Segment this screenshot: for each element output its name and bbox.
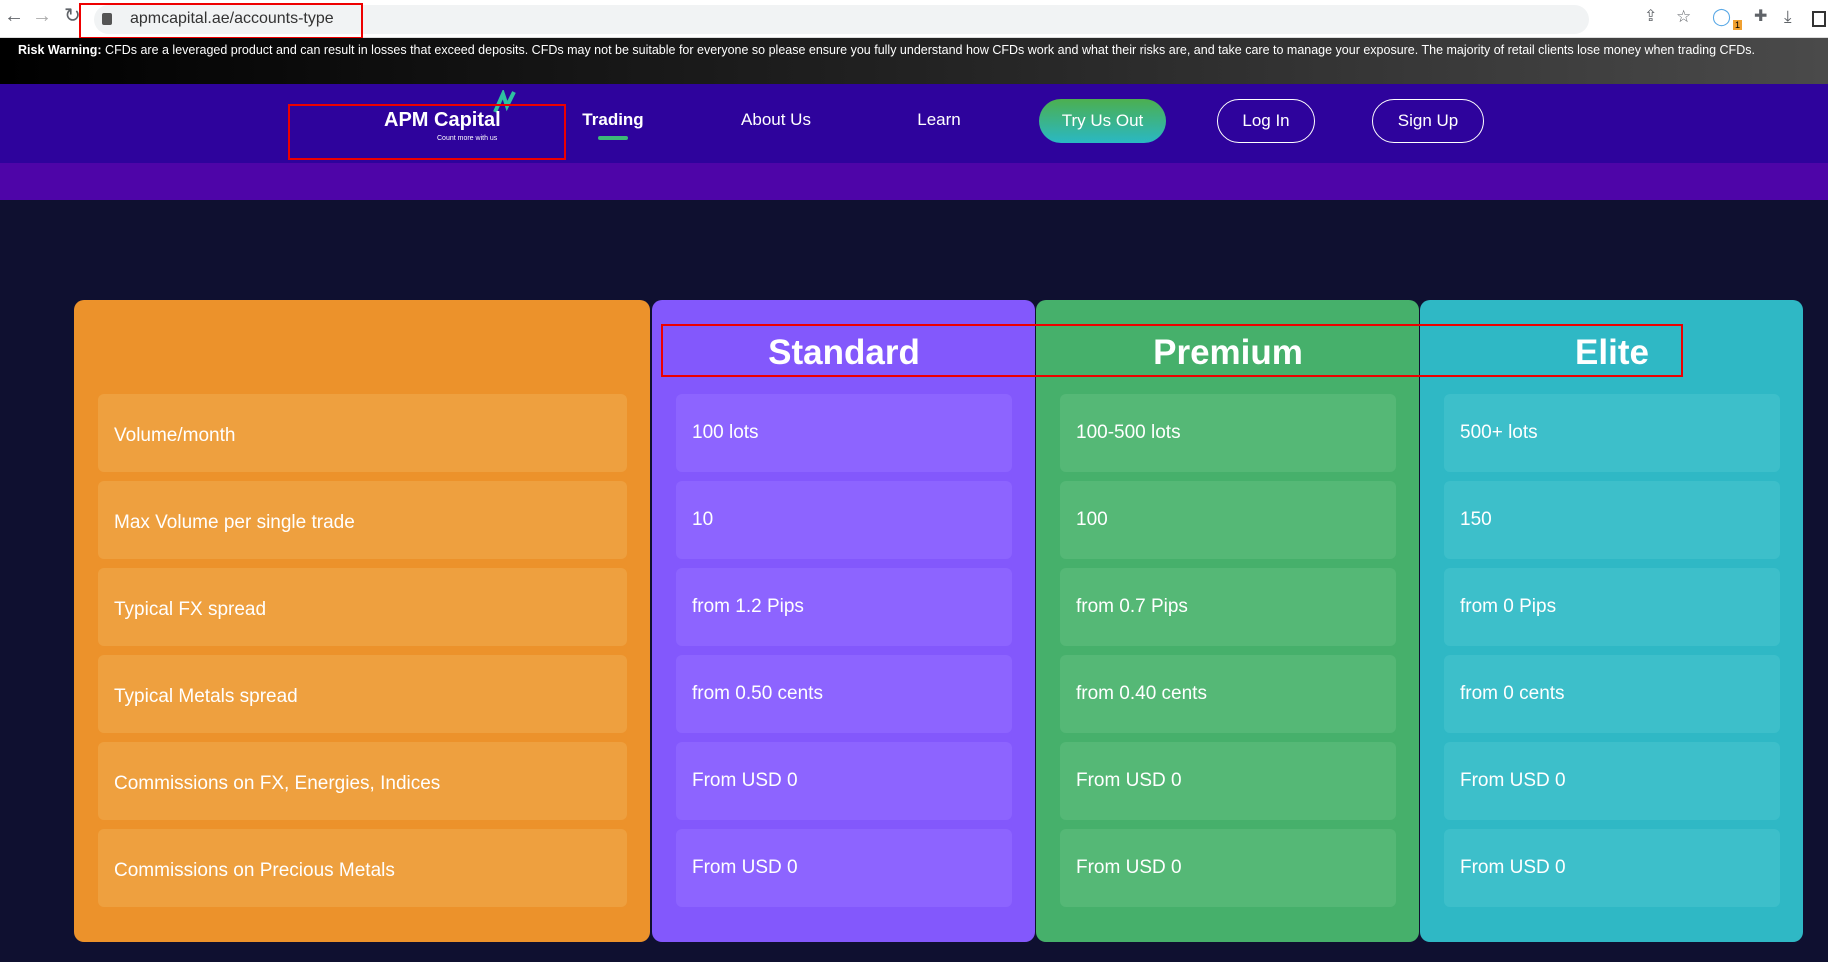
puzzle-icon[interactable]: ✚ — [1754, 8, 1768, 25]
logo-tagline: Count more with us — [437, 135, 498, 142]
lock-icon — [102, 13, 112, 25]
feature-label: Commissions on FX, Energies, Indices — [98, 742, 627, 820]
plan-cell: 100-500 lots — [1060, 394, 1396, 472]
plan-heading: Elite — [1575, 333, 1649, 372]
plan-cell: From USD 0 — [1444, 829, 1780, 907]
hero-band — [0, 163, 1828, 200]
share-icon[interactable]: ⇪ — [1644, 8, 1658, 25]
risk-warning: Risk Warning: CFDs are a leveraged produ… — [0, 38, 1828, 84]
feature-label: Volume/month — [98, 394, 627, 472]
nav-trading[interactable]: Trading — [582, 110, 644, 129]
plan-cell: from 0 Pips — [1444, 568, 1780, 646]
plan-heading: Standard — [768, 333, 920, 372]
plan-cell: from 0.7 Pips — [1060, 568, 1396, 646]
sidepanel-icon[interactable] — [1812, 11, 1826, 27]
top-nav — [0, 84, 1828, 163]
plan-cell: from 0.40 cents — [1060, 655, 1396, 733]
reload-icon[interactable]: ↻ — [64, 5, 81, 27]
plan-cell: from 0.50 cents — [676, 655, 1012, 733]
risk-warning-text: CFDs are a leveraged product and can res… — [101, 43, 1755, 57]
logo-text[interactable]: APM Capital — [384, 109, 501, 131]
plan-cell: 10 — [676, 481, 1012, 559]
try-us-out-button[interactable]: Try Us Out — [1039, 99, 1166, 143]
plan-cell: From USD 0 — [676, 742, 1012, 820]
plan-heading: Premium — [1153, 333, 1303, 372]
extension-icon[interactable]: ◯ — [1712, 7, 1732, 26]
address-bar[interactable] — [94, 5, 1589, 34]
active-indicator — [598, 136, 628, 140]
feature-label: Typical FX spread — [98, 568, 627, 646]
nav-learn[interactable]: Learn — [917, 110, 961, 129]
star-icon[interactable]: ☆ — [1676, 7, 1692, 26]
plan-cell: From USD 0 — [1060, 742, 1396, 820]
plan-cell: From USD 0 — [676, 829, 1012, 907]
nav-about-us[interactable]: About Us — [741, 110, 811, 129]
plan-cell: from 1.2 Pips — [676, 568, 1012, 646]
plan-cell: 500+ lots — [1444, 394, 1780, 472]
back-icon[interactable]: ← — [4, 5, 24, 27]
download-icon[interactable]: ⤓ — [1784, 7, 1792, 26]
logo-icon — [493, 90, 516, 113]
plan-cell: from 0 cents — [1444, 655, 1780, 733]
url-text[interactable]: apmcapital.ae/accounts-type — [130, 10, 334, 27]
plan-cell: From USD 0 — [1060, 829, 1396, 907]
forward-icon[interactable]: → — [32, 5, 52, 27]
plan-cell: From USD 0 — [1444, 742, 1780, 820]
login-button[interactable]: Log In — [1217, 99, 1315, 143]
risk-warning-label: Risk Warning: — [18, 43, 102, 57]
feature-label: Max Volume per single trade — [98, 481, 627, 559]
plan-cell: 100 lots — [676, 394, 1012, 472]
browser-toolbar: ← → ↻ apmcapital.ae/accounts-type ⇪ ☆ ◯ … — [0, 0, 1828, 38]
feature-label: Typical Metals spread — [98, 655, 627, 733]
extension-badge: 1 — [1733, 20, 1743, 30]
plan-cell: 100 — [1060, 481, 1396, 559]
signup-button[interactable]: Sign Up — [1372, 99, 1484, 143]
plan-cell: 150 — [1444, 481, 1780, 559]
feature-label: Commissions on Precious Metals — [98, 829, 627, 907]
